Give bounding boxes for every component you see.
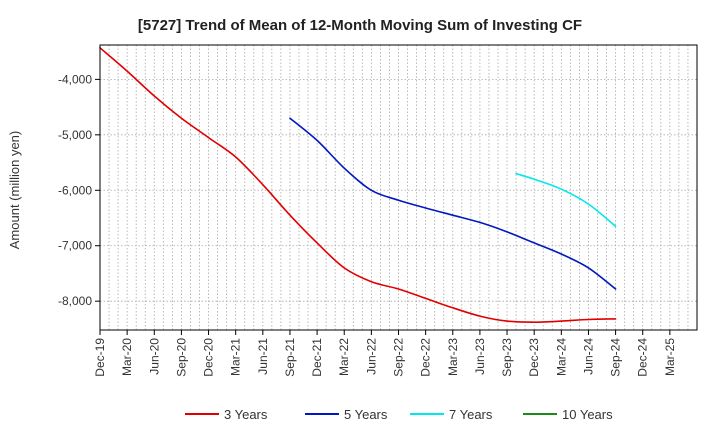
legend-label-7-years: 7 Years bbox=[449, 407, 493, 422]
axis-layer: -4,000 -5,000 -6,000 -7,000 -8,000 Dec-19 Mar-… bbox=[58, 44, 698, 377]
x-tick-label: Dec-21 bbox=[310, 338, 324, 377]
x-tick-label: Mar-21 bbox=[229, 338, 243, 376]
series-line-5-years bbox=[289, 117, 617, 290]
chart-title: [5727] Trend of Mean of 12-Month Moving … bbox=[138, 17, 582, 34]
x-tick-label: Mar-24 bbox=[554, 338, 568, 376]
x-tick-label: Jun-24 bbox=[581, 338, 595, 375]
x-tick-label: Mar-23 bbox=[446, 338, 460, 376]
x-tick-label: Dec-22 bbox=[419, 338, 433, 377]
x-tick-label: Sep-22 bbox=[392, 338, 406, 377]
x-tick-label: Mar-20 bbox=[120, 338, 134, 376]
x-tick-label: Jun-21 bbox=[256, 338, 270, 375]
legend: 3 Years 5 Years 7 Years 10 Years bbox=[185, 407, 613, 422]
x-tick-label: Dec-19 bbox=[93, 338, 107, 377]
x-tick-label: Sep-24 bbox=[609, 338, 623, 377]
x-tick-label: Sep-20 bbox=[174, 338, 188, 377]
y-tick-label: -5,000 bbox=[58, 128, 92, 142]
series-layer bbox=[99, 47, 617, 323]
x-tick-label: Dec-23 bbox=[527, 338, 541, 377]
y-tick-label: -4,000 bbox=[58, 72, 92, 86]
y-axis-label: Amount (million yen) bbox=[7, 131, 22, 250]
x-tick-label: Dec-24 bbox=[636, 338, 650, 377]
x-tick-label: Dec-20 bbox=[202, 338, 216, 377]
y-tick-label: -8,000 bbox=[58, 294, 92, 308]
x-tick-label: Mar-22 bbox=[337, 338, 351, 376]
series-line-3-years bbox=[99, 47, 617, 323]
grid-layer bbox=[100, 45, 697, 330]
x-tick-label: Jun-20 bbox=[147, 338, 161, 375]
series-line-7-years bbox=[515, 172, 617, 228]
x-tick-label: Mar-25 bbox=[663, 338, 677, 376]
y-tick-label: -7,000 bbox=[58, 239, 92, 253]
x-tick-label: Jun-22 bbox=[364, 338, 378, 375]
x-tick-label: Sep-23 bbox=[500, 338, 514, 377]
legend-label-10-years: 10 Years bbox=[562, 407, 613, 422]
legend-label-3-years: 3 Years bbox=[224, 407, 268, 422]
y-tick-label: -6,000 bbox=[58, 183, 92, 197]
x-tick-label: Jun-23 bbox=[473, 338, 487, 375]
legend-label-5-years: 5 Years bbox=[344, 407, 388, 422]
x-tick-label: Sep-21 bbox=[283, 338, 297, 377]
